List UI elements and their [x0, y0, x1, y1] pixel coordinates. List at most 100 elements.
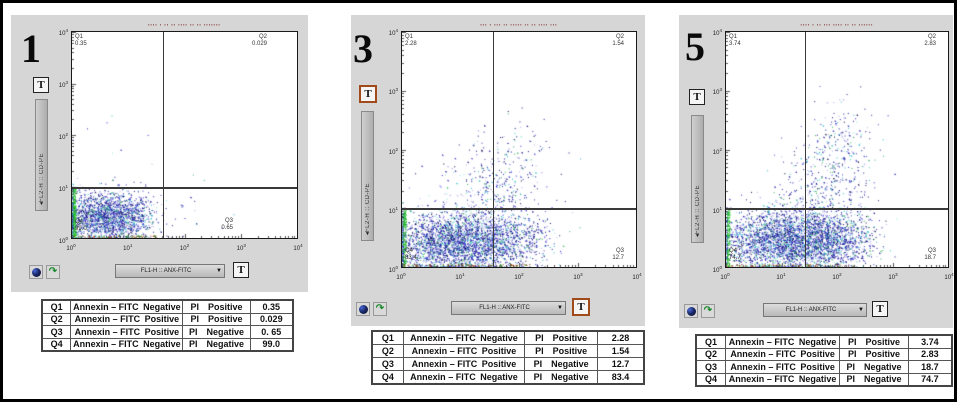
quadrant-percent: 2.28: [405, 41, 417, 47]
axis-tick-label: 101: [455, 272, 465, 281]
y-axis-parameter-selector[interactable]: FL2-H :: CD-PE ▼: [35, 99, 48, 211]
green-arrow-icon: ↷: [48, 266, 58, 277]
quadrant-percent: 0.65: [221, 225, 233, 231]
quadrant-percent: 83.4: [405, 255, 417, 261]
percent-cell: 12.7: [597, 358, 643, 370]
quadrant-cell: Q3: [704, 361, 717, 372]
x-axis-parameter-selector[interactable]: FL1-H :: ANX-FITC ▼: [763, 303, 867, 317]
table-row: Q1 Annexin – FITC Negative PI Positive 2.28: [373, 332, 643, 344]
quadrant-name: Q2: [927, 34, 936, 40]
globe-icon-button[interactable]: [684, 304, 698, 318]
globe-icon-button[interactable]: [29, 265, 43, 279]
quadrant-gate-vertical[interactable]: [493, 32, 495, 267]
y-axis-parameter-selector[interactable]: FL2-H :: CD-PE ▼: [361, 111, 374, 241]
x-axis-parameter-selector[interactable]: FL1-H :: ANX-FITC ▼: [451, 301, 566, 315]
axis-tick-label: 102: [388, 146, 398, 156]
axis-tick-label: 100: [712, 265, 722, 274]
globe-icon: [686, 306, 696, 316]
axis-tick-label: 104: [388, 28, 398, 37]
scatter-points-canvas: [726, 32, 948, 267]
plot-toolbar-icons: ↷: [356, 302, 387, 316]
quadrant-percent: 0.029: [251, 41, 267, 47]
marker-cell: Annexin – FITC Negative: [402, 332, 525, 344]
quadrant-gate-vertical[interactable]: [804, 32, 806, 267]
table-row: Q3 Annexin – FITC Positive PI Negative 12.7: [373, 357, 643, 370]
globe-icon-button[interactable]: [356, 302, 370, 316]
quadrant-cell: Q1: [50, 301, 63, 312]
table-row: Q3 Annexin – FITC Positive PI Negative 18.7: [697, 360, 951, 373]
chevron-down-icon: ▼: [858, 307, 864, 313]
text-annotation-tool-button[interactable]: T: [359, 85, 377, 103]
quadrant-name: Q1: [75, 34, 84, 40]
marker-word: Annexin: [728, 374, 765, 385]
quadrant-cell: Q2: [704, 349, 717, 360]
marker-tail: – FITC Negative: [448, 372, 518, 382]
quadrant-label-q1: Q1 0.35: [75, 34, 87, 48]
marker-tail: – FITC Positive: [449, 346, 517, 356]
text-annotation-tool-button[interactable]: T: [233, 262, 249, 278]
quadrant-percent: 18.7: [924, 255, 936, 261]
axis-tick-label: 104: [712, 28, 722, 37]
marker-cell: Annexin – FITC Negative: [724, 373, 839, 385]
percent-cell: 0.029: [249, 313, 292, 325]
quadrant-gate-vertical[interactable]: [163, 32, 165, 238]
axis-tick-label: 101: [712, 205, 722, 215]
green-arrow-icon-button[interactable]: ↷: [373, 302, 387, 316]
percent-cell: 1.54: [597, 345, 643, 357]
y-axis-label: FL2-H :: CD-PE: [694, 184, 701, 234]
scatter-plot-area: Q1 3.74 Q2 2.83 Q3 18.7 Q4 74.7: [725, 31, 949, 268]
quadrant-percent: 12.7: [612, 255, 624, 261]
pi-cell: PI Negative: [839, 361, 908, 373]
text-annotation-tool-button[interactable]: T: [872, 301, 888, 317]
marker-word: Annexin: [74, 326, 111, 337]
plot-title-redacted: ▪▪▪▪ ▪ ▪▪ ▪▪ ▪▪▪▪ ▪▪ ▪▪ ▪▪▪▪▪▪▪: [148, 22, 221, 27]
percent-cell: 2.83: [907, 348, 951, 360]
quadrant-name: Q3: [615, 248, 624, 254]
quadrant-label-q2: Q2 0.029: [252, 34, 267, 48]
quadrant-label-q2: Q2 2.83: [924, 34, 936, 48]
quadrant-label-q3: Q3 0.65: [221, 218, 233, 232]
percent-cell: 0. 65: [249, 326, 292, 338]
axis-tick-label: 103: [888, 272, 898, 281]
percent-cell: 3.74: [907, 336, 951, 348]
marker-word: Annexin: [410, 333, 446, 343]
panel-number: 3: [353, 26, 373, 71]
axis-tick-label: 103: [236, 243, 246, 252]
quadrant-percent: 1.54: [612, 41, 624, 47]
table-row: Q2 Annexin – FITC Positive PI Positive 0.02…: [43, 312, 292, 325]
quadrant-name: Q4: [405, 248, 414, 254]
quadrant-label-q4: Q4 74.7: [729, 248, 741, 262]
x-axis-parameter-selector[interactable]: FL1-H :: ANX-FITC ▼: [115, 264, 225, 278]
green-arrow-icon-button[interactable]: ↷: [701, 304, 715, 318]
quadrant-gate-horizontal[interactable]: [402, 208, 636, 211]
axis-tick-label: 101: [776, 272, 786, 281]
quadrant-percent: 2.83: [924, 41, 936, 47]
axis-tick-label: 104: [293, 243, 303, 252]
quadrant-name: Q1: [729, 34, 738, 40]
x-axis-label: FL1-H :: ANX-FITC: [140, 268, 192, 274]
marker-cell: Annexin – FITC Negative: [724, 336, 839, 348]
quadrant-gate-horizontal[interactable]: [726, 208, 948, 211]
text-annotation-tool-button[interactable]: T: [572, 298, 590, 316]
axis-tick-label: 102: [514, 272, 524, 281]
marker-cell: Annexin – FITC Negative: [70, 301, 182, 313]
marker-cell: Annexin – FITC Negative: [402, 371, 525, 383]
quadrant-cell: Q2: [381, 346, 394, 356]
axis-tick-label: 100: [396, 272, 406, 281]
axis-tick-label: 103: [712, 87, 722, 97]
y-axis-label: FL2-H :: CD-PE: [38, 152, 45, 202]
chevron-down-icon: ▼: [365, 231, 370, 237]
quadrant-gate-horizontal[interactable]: [72, 186, 297, 189]
cytometry-panel-1: 1 T FL2-H :: CD-PE ▼ Q1 0.35 Q2 0.029 Q3 0.65 Q4 99…: [11, 15, 308, 292]
text-annotation-tool-button[interactable]: T: [689, 89, 705, 105]
marker-word: Annexin: [730, 349, 766, 360]
axis-tick-label: 104: [944, 272, 954, 281]
text-annotation-tool-button[interactable]: T: [33, 77, 49, 93]
percent-cell: 74.7: [907, 373, 951, 385]
pi-cell: PI Positive: [524, 332, 597, 344]
green-arrow-icon-button[interactable]: ↷: [46, 265, 60, 279]
y-axis-parameter-selector[interactable]: FL2-H :: CD-PE ▼: [691, 115, 704, 243]
quadrant-label-q1: Q1 2.28: [405, 34, 417, 48]
axis-tick-label: 100: [388, 265, 398, 274]
marker-tail: – FITC Negative: [111, 301, 181, 312]
